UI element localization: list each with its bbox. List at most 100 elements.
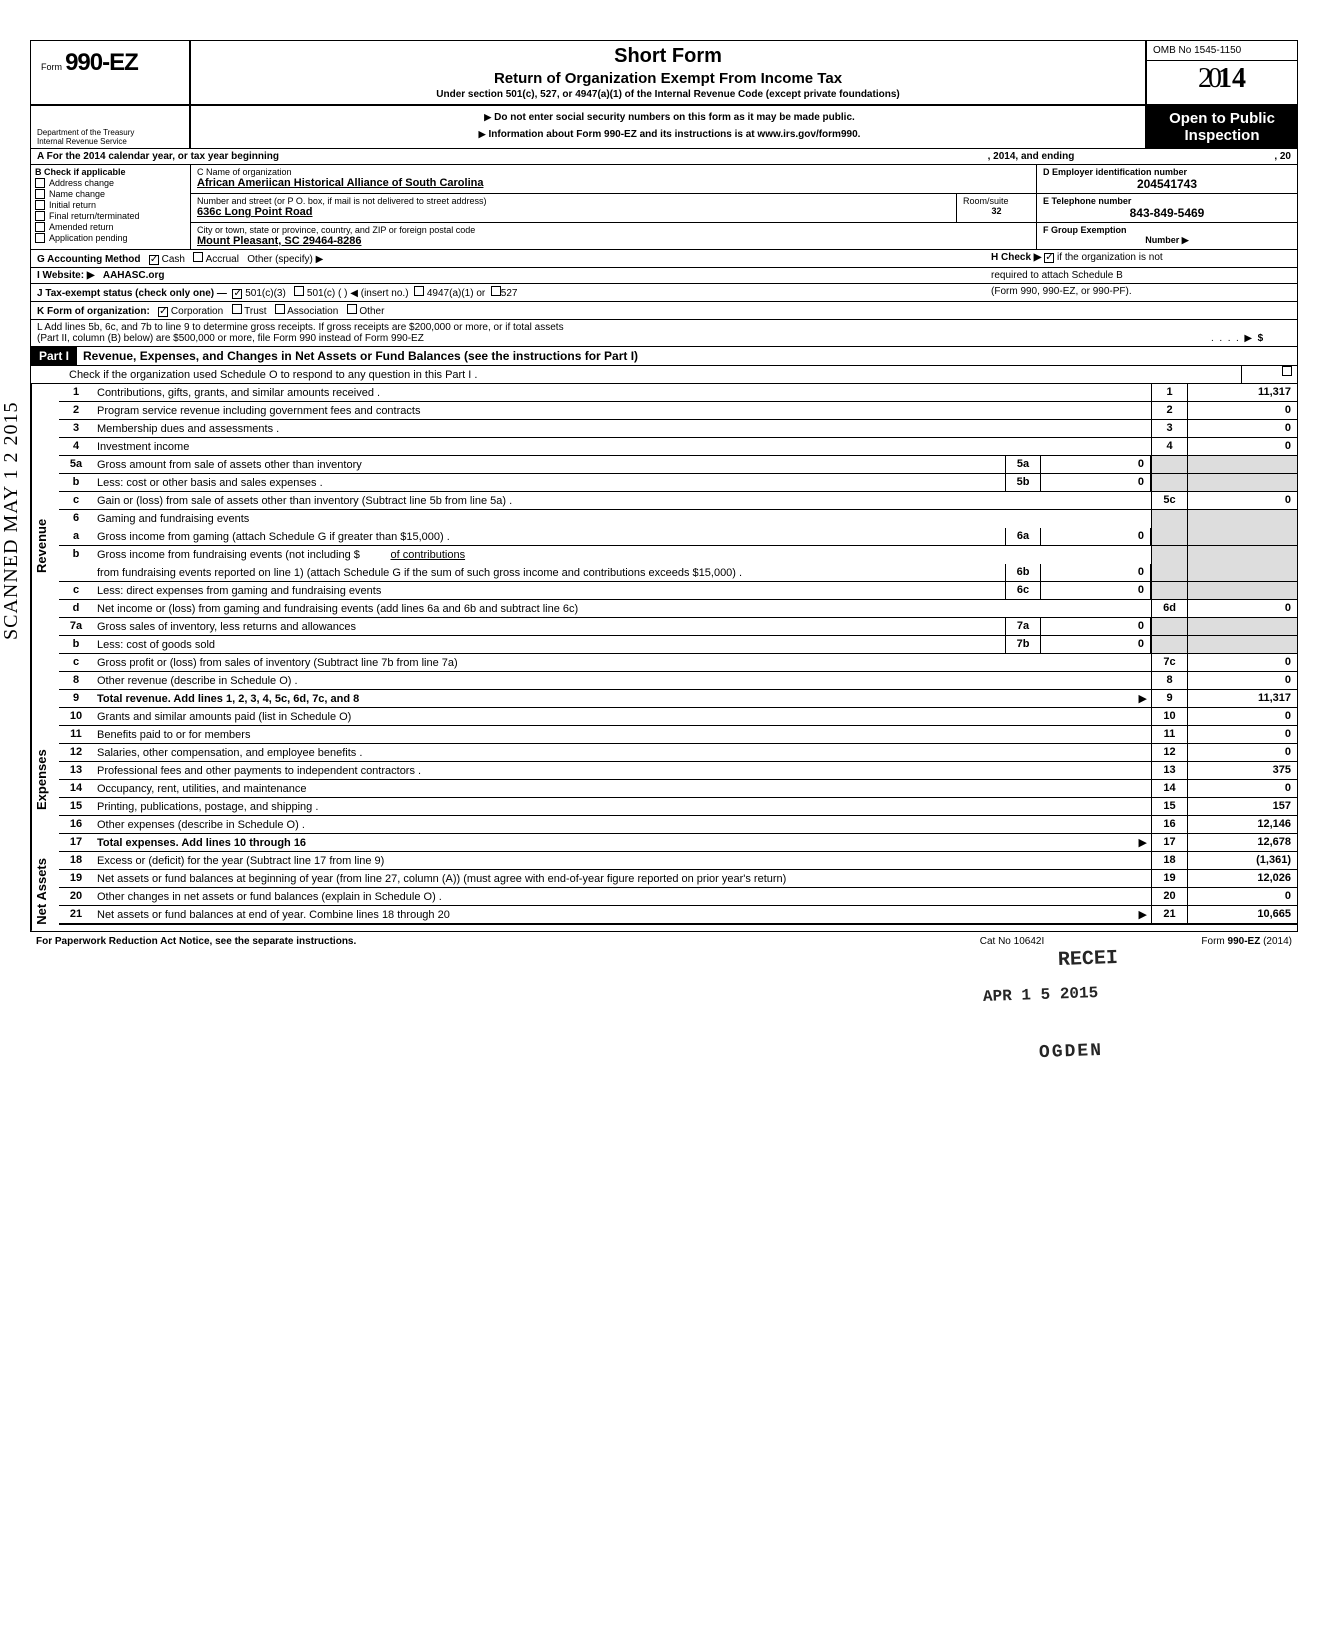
ein-label: D Employer identification number (1043, 167, 1291, 177)
ssn-warning: Do not enter social security numbers on … (494, 112, 855, 123)
ln6b-desc2: of contributions (390, 549, 465, 561)
form-number: 990-EZ (65, 49, 138, 76)
city-value: Mount Pleasant, SC 29464-8286 (197, 235, 1030, 247)
ln6c-mn: 6c (1005, 582, 1041, 599)
ln6c-num: c (59, 582, 93, 599)
ln16-en: 16 (1151, 816, 1187, 833)
dept-line-1: Department of the Treasury (37, 128, 183, 137)
ln11-en: 11 (1151, 726, 1187, 743)
org-name-cell: C Name of organization African Ameriican… (191, 165, 1037, 193)
ln21-num: 21 (59, 906, 93, 923)
cb-amended[interactable] (35, 222, 45, 232)
cb-h-check[interactable] (1044, 253, 1054, 263)
lbl-501c: 501(c) ( (307, 288, 341, 299)
col-b-header: B Check if applicable (35, 167, 186, 177)
ln20-en: 20 (1151, 888, 1187, 905)
ln5b-en (1151, 474, 1187, 491)
part-1-check-text: Check if the organization used Schedule … (65, 366, 1241, 383)
lbl-corp: Corporation (171, 306, 223, 317)
cb-assoc[interactable] (275, 304, 285, 314)
cb-initial-return[interactable] (35, 200, 45, 210)
ln6a-mv: 0 (1041, 528, 1151, 545)
ln9-ev: 11,317 (1187, 690, 1297, 707)
cb-accrual[interactable] (193, 252, 203, 262)
info-url: Information about Form 990-EZ and its in… (489, 129, 861, 140)
ln16-desc: Other expenses (describe in Schedule O) … (93, 816, 1151, 833)
ln5a-en (1151, 456, 1187, 473)
cb-app-pending[interactable] (35, 233, 45, 243)
footer-left: For Paperwork Reduction Act Notice, see … (36, 936, 912, 947)
ln11-desc: Benefits paid to or for members (93, 726, 1151, 743)
ln14-ev: 0 (1187, 780, 1297, 797)
g-label: G Accounting Method (37, 254, 141, 265)
ln10-en: 10 (1151, 708, 1187, 725)
cb-501c[interactable] (294, 286, 304, 296)
row-a-label: A For the 2014 calendar year, or tax yea… (37, 151, 279, 162)
ln8-desc: Other revenue (describe in Schedule O) . (93, 672, 1151, 689)
h-text: if the organization is not (1057, 252, 1163, 263)
ln19-desc: Net assets or fund balances at beginning… (93, 870, 1151, 887)
addr-value: 636c Long Point Road (197, 206, 950, 218)
section-bcd: B Check if applicable Address change Nam… (31, 165, 1297, 250)
tel-cell: E Telephone number 843-849-5469 (1037, 194, 1297, 222)
side-expenses: Expenses (31, 708, 59, 852)
ln21-ev: 10,665 (1187, 906, 1297, 923)
form-number-box: Form 990-EZ (31, 41, 191, 104)
ln6b-desc3: from fundraising events reported on line… (93, 564, 1005, 581)
title-main: Short Form (201, 45, 1135, 68)
cb-name-change[interactable] (35, 189, 45, 199)
cb-other-org[interactable] (347, 304, 357, 314)
cb-501c3[interactable] (232, 289, 242, 299)
ln1-num: 1 (59, 384, 93, 401)
cb-4947[interactable] (414, 286, 424, 296)
footer-row: For Paperwork Reduction Act Notice, see … (30, 932, 1298, 951)
ln6d-desc: Net income or (loss) from gaming and fun… (93, 600, 1151, 617)
ln7c-desc: Gross profit or (loss) from sales of inv… (93, 654, 1151, 671)
cb-cash[interactable] (149, 255, 159, 265)
tel-label: E Telephone number (1043, 196, 1291, 206)
part-1-header: Part I Revenue, Expenses, and Changes in… (31, 347, 1297, 366)
grp-label: F Group Exemption (1043, 225, 1291, 235)
ln5a-ev (1187, 456, 1297, 473)
ln2-ev: 0 (1187, 402, 1297, 419)
ln14-num: 14 (59, 780, 93, 797)
ln10-desc: Grants and similar amounts paid (list in… (93, 708, 1151, 725)
row-a-end: , 20 (1274, 151, 1291, 162)
cb-final-return[interactable] (35, 211, 45, 221)
ln15-ev: 157 (1187, 798, 1297, 815)
lbl-app-pending: Application pending (49, 233, 128, 243)
dept-box: Department of the Treasury Internal Reve… (31, 106, 191, 148)
org-name-value: African Ameriican Historical Alliance of… (197, 177, 1030, 189)
ln2-en: 2 (1151, 402, 1187, 419)
ln6-ev (1187, 510, 1297, 528)
ln6-num: 6 (59, 510, 93, 528)
cb-schedule-o[interactable] (1282, 366, 1292, 376)
lbl-final-return: Final return/terminated (49, 211, 140, 221)
ln1-desc: Contributions, gifts, grants, and simila… (93, 384, 1151, 401)
header-row-2: Department of the Treasury Internal Reve… (31, 106, 1297, 149)
lbl-trust: Trust (244, 306, 266, 317)
cb-address-change[interactable] (35, 178, 45, 188)
open-public-badge: Open to Public Inspection (1147, 106, 1297, 148)
lbl-name-change: Name change (49, 189, 105, 199)
cb-corp[interactable] (158, 307, 168, 317)
netassets-section: Net Assets 18Excess or (deficit) for the… (31, 852, 1297, 931)
ln19-ev: 12,026 (1187, 870, 1297, 887)
lbl-other-org: Other (359, 306, 384, 317)
ln21-desc: Net assets or fund balances at end of ye… (97, 909, 450, 921)
ln7a-mv: 0 (1041, 618, 1151, 635)
ln8-num: 8 (59, 672, 93, 689)
ln7b-mv: 0 (1041, 636, 1151, 653)
ln6b-ev-sh (1187, 546, 1297, 564)
ln6b-mv: 0 (1041, 564, 1151, 581)
cb-527[interactable] (491, 286, 501, 296)
cb-trust[interactable] (232, 304, 242, 314)
ln9-num: 9 (59, 690, 93, 707)
row-a: A For the 2014 calendar year, or tax yea… (31, 149, 1297, 165)
ln12-ev: 0 (1187, 744, 1297, 761)
lbl-cash: Cash (162, 254, 185, 265)
tax-year: 2014 (1147, 60, 1297, 97)
ln6b-ev (1187, 564, 1297, 581)
ln20-desc: Other changes in net assets or fund bala… (93, 888, 1151, 905)
ln7b-desc: Less: cost of goods sold (93, 636, 1005, 653)
